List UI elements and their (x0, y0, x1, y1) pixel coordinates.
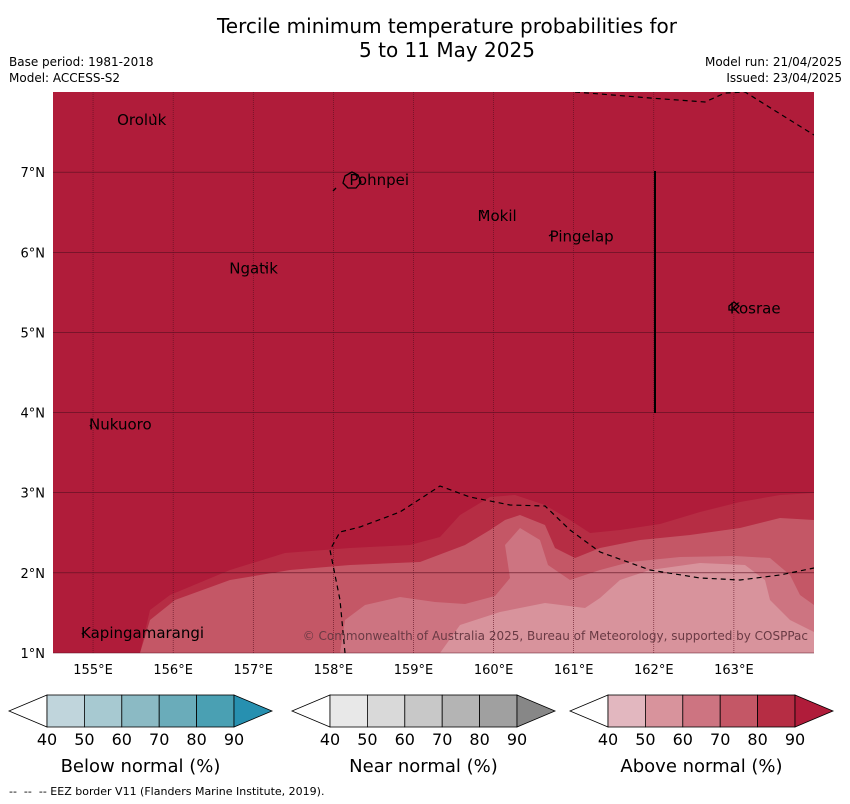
longitude-tick-label: 160°E (474, 663, 514, 678)
colorbar-title: Above normal (%) (620, 756, 782, 777)
colorbar-tick-label: 50 (635, 730, 655, 749)
place-label: Kosrae (730, 299, 781, 317)
base-period: Base period: 1981-2018 (9, 55, 154, 69)
latitude-tick-label: 1°N (21, 647, 46, 662)
colorbar-tick-label: 90 (224, 730, 244, 749)
longitude-tick-label: 162°E (634, 663, 674, 678)
colorbar-segment (757, 694, 796, 728)
oroluk-atoll-mark (152, 113, 156, 118)
place-label: Oroluk (117, 111, 166, 129)
copyright-note: © Commonwealth of Australia 2025, Bureau… (303, 629, 808, 643)
colorbar-tick-label: 60 (395, 730, 415, 749)
colorbar-title: Near normal (%) (349, 756, 498, 777)
place-label: Kapingamarangi (81, 624, 204, 642)
pingelap-atoll-mark (548, 233, 553, 237)
colorbar-tick-label: 80 (469, 730, 489, 749)
colorbar-segment (46, 694, 85, 728)
colorbar-tick-label: 40 (37, 730, 57, 749)
colorbar-segment (607, 694, 646, 728)
pohnpei-island-shape (342, 171, 362, 189)
colorbar-low-extension (7, 694, 48, 728)
place-label: Nukuoro (89, 416, 152, 434)
colorbar-segment (158, 694, 197, 728)
colorbar-segment (366, 694, 406, 728)
colorbar-high-extension (233, 694, 274, 728)
place-label: Ngatik (229, 259, 278, 277)
model-name: Model: ACCESS-S2 (9, 71, 121, 85)
eez-borders (329, 92, 814, 653)
above-normal-40-50-region (440, 563, 814, 653)
colorbar-high-extension (516, 694, 557, 728)
colorbar-tick-label: 70 (149, 730, 169, 749)
kosrae-island-shape (728, 301, 740, 311)
colorbar-tick-label: 40 (598, 730, 618, 749)
nukuoro-atoll-mark (89, 424, 93, 429)
colorbar-segment (441, 694, 481, 728)
colorbar-tick-label: 60 (112, 730, 132, 749)
kapingamarangi-atoll-mark (81, 632, 85, 637)
colorbar-tick-label: 60 (673, 730, 693, 749)
colorbar-segment (121, 694, 160, 728)
colorbar-tick-label: 80 (186, 730, 206, 749)
island-outlines (81, 113, 740, 637)
colorbar-segment (196, 694, 235, 728)
longitude-tick-label: 157°E (233, 663, 273, 678)
colorbar-tick-label: 70 (432, 730, 452, 749)
eez-border-footnote: -- -- -- EEZ border V11 (Flanders Marine… (9, 785, 325, 798)
colorbar-tick-label: 40 (320, 730, 340, 749)
longitude-tick-labels: 155°E 156°E 157°E 158°E 159°E 160°E 161°E 162°E… (73, 663, 753, 678)
colorbar-tick-label: 50 (357, 730, 377, 749)
colorbar-segment (479, 694, 518, 728)
longitude-tick-label: 158°E (314, 663, 354, 678)
colorbar-tick-label: 90 (507, 730, 527, 749)
probability-field (53, 92, 814, 653)
colorbar-tick-label: 70 (710, 730, 730, 749)
longitude-tick-label: 156°E (153, 663, 193, 678)
issued-date: Issued: 23/04/2025 (726, 71, 842, 85)
map-title-line2: 5 to 11 May 2025 (359, 38, 535, 62)
colorbar-segment (84, 694, 123, 728)
latitude-tick-label: 4°N (21, 407, 46, 422)
eez-border-south (329, 485, 814, 653)
longitude-tick-label: 159°E (394, 663, 434, 678)
longitude-tick-label: 155°E (73, 663, 113, 678)
colorbar-segment (645, 694, 684, 728)
colorbar-low-extension (290, 694, 331, 728)
colorbar-tick-label: 80 (747, 730, 767, 749)
mokil-atoll-mark (481, 209, 485, 214)
ant-atoll-mark (332, 187, 337, 192)
colorbar-title: Below normal (%) (61, 756, 221, 777)
place-label: Pingelap (550, 227, 614, 245)
place-label: Pohnpei (349, 171, 409, 189)
place-label: Mokil (478, 207, 517, 225)
latitude-tick-label: 3°N (21, 487, 46, 502)
colorbar-high-extension (794, 694, 835, 728)
latitude-tick-label: 7°N (21, 166, 46, 181)
model-run: Model run: 21/04/2025 (704, 55, 842, 69)
colorbar-2: 40 50 60 70 80 90 Near normal (%) (290, 694, 557, 777)
longitude-tick-label: 163°E (714, 663, 754, 678)
colorbar-low-extension (568, 694, 609, 728)
colorbar-segment (329, 694, 368, 728)
colorbar-segment (404, 694, 443, 728)
latitude-tick-labels: 1°N 2°N 3°N 4°N 5°N 6°N 7°N (21, 166, 46, 662)
latitude-tick-label: 6°N (21, 246, 46, 261)
colorbar-segment (719, 694, 759, 728)
latitude-tick-label: 5°N (21, 326, 46, 341)
colorbar-tick-label: 50 (74, 730, 94, 749)
graticule (53, 92, 814, 654)
ngatik-atoll-mark (264, 265, 268, 270)
latitude-tick-label: 2°N (21, 567, 46, 582)
longitude-tick-label: 161°E (554, 663, 594, 678)
colorbar-segment (682, 694, 721, 728)
map-title-line1: Tercile minimum temperature probabilitie… (216, 14, 678, 38)
place-labels: Oroluk Pohnpei Mokil Pingelap Ngatik Kosrae Nu… (81, 111, 781, 642)
colorbar-tick-label: 90 (785, 730, 805, 749)
